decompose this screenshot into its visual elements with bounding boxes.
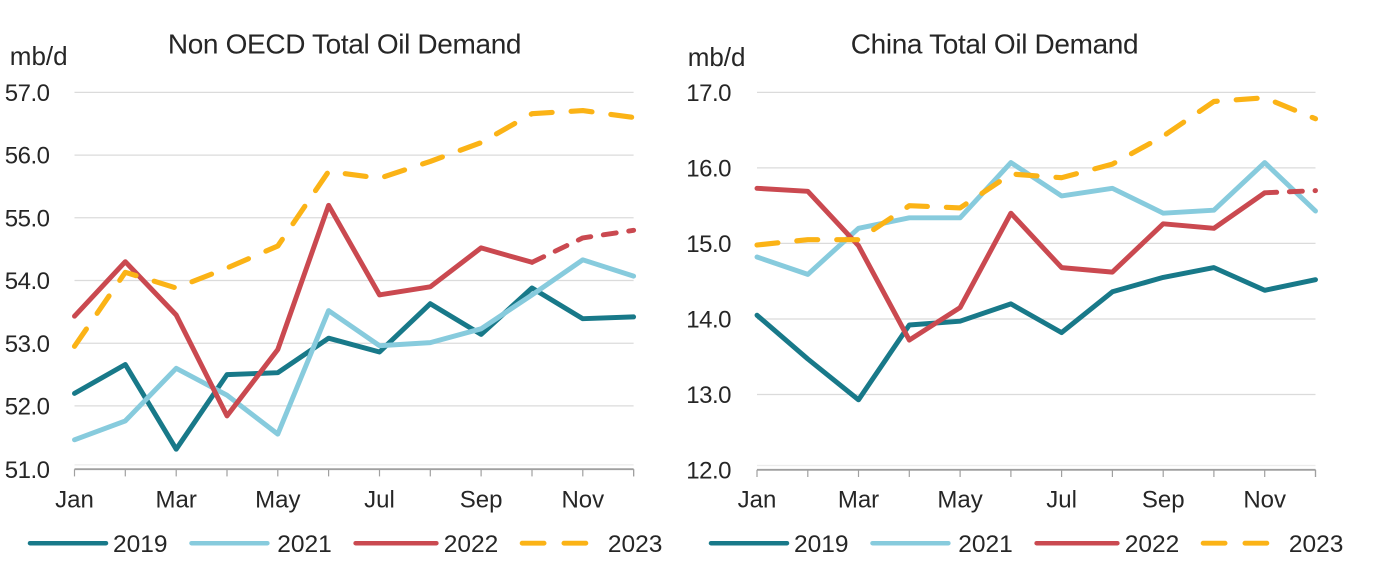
svg-text:China Total Oil Demand: China Total Oil Demand [851, 29, 1139, 60]
svg-text:56.0: 56.0 [5, 143, 50, 170]
svg-text:51.0: 51.0 [5, 457, 50, 484]
svg-text:2021: 2021 [958, 531, 1013, 558]
svg-text:57.0: 57.0 [5, 80, 50, 107]
svg-text:53.0: 53.0 [5, 331, 50, 358]
svg-text:Mar: Mar [156, 487, 197, 514]
svg-text:13.0: 13.0 [686, 382, 731, 409]
svg-text:Nov: Nov [561, 487, 604, 514]
svg-text:Sep: Sep [460, 487, 503, 514]
svg-text:52.0: 52.0 [5, 394, 50, 421]
svg-text:16.0: 16.0 [686, 156, 731, 183]
svg-text:12.0: 12.0 [686, 457, 731, 484]
svg-text:2019: 2019 [113, 531, 168, 558]
svg-text:Nov: Nov [1243, 487, 1286, 514]
svg-text:15.0: 15.0 [686, 231, 731, 258]
svg-text:mb/d: mb/d [688, 42, 746, 72]
svg-text:14.0: 14.0 [686, 307, 731, 334]
svg-text:Jan: Jan [738, 487, 777, 514]
svg-text:54.0: 54.0 [5, 268, 50, 295]
svg-text:Sep: Sep [1142, 487, 1185, 514]
svg-text:2023: 2023 [1289, 531, 1344, 558]
svg-text:55.0: 55.0 [5, 205, 50, 232]
svg-text:mb/d: mb/d [10, 41, 68, 71]
svg-text:17.0: 17.0 [686, 80, 731, 107]
svg-text:2023: 2023 [608, 531, 663, 558]
svg-text:May: May [937, 487, 982, 514]
svg-text:May: May [255, 487, 300, 514]
svg-text:2022: 2022 [1125, 531, 1180, 558]
svg-text:Non OECD Total Oil Demand: Non OECD Total Oil Demand [168, 29, 521, 60]
svg-text:2019: 2019 [794, 531, 849, 558]
svg-text:Jul: Jul [364, 487, 395, 514]
svg-text:Jul: Jul [1046, 487, 1077, 514]
svg-text:Mar: Mar [838, 487, 879, 514]
svg-text:2022: 2022 [444, 531, 499, 558]
svg-text:Jan: Jan [55, 487, 94, 514]
svg-text:2021: 2021 [277, 531, 332, 558]
